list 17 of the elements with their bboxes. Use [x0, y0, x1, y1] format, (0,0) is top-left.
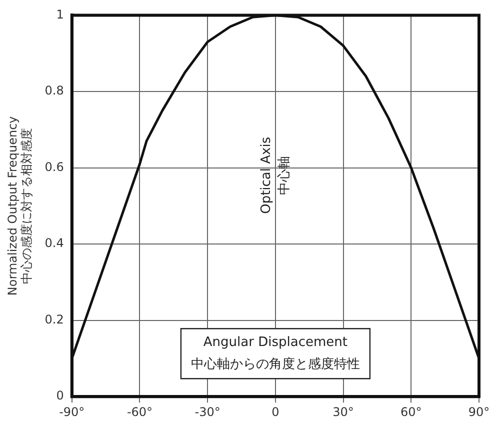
y-tick-label: 0.2	[44, 312, 64, 326]
x-tick-label: -30°	[194, 404, 220, 419]
x-tick-label: 30°	[332, 404, 354, 419]
x-tick-label: -60°	[126, 404, 153, 419]
y-axis-title: Normalized Output Frequency 中心の感度に対する相対感度	[5, 116, 34, 296]
x-tick-label: 60°	[400, 404, 422, 419]
y-tick-label: 0.4	[44, 236, 64, 250]
x-axis-title: Angular Displacement 中心軸からの角度と感度特性	[190, 334, 360, 372]
x-tick-label: -90°	[59, 404, 85, 419]
y-tick-label: 0.6	[44, 160, 64, 174]
x-tick-label: 0	[272, 404, 280, 419]
y-tick-label: 1	[56, 7, 64, 22]
annotation: 中心軸	[276, 156, 292, 195]
x-tick-label: 90°	[468, 404, 490, 419]
y-tick-label: 0.8	[44, 84, 64, 98]
y-tick-label: 0	[56, 388, 64, 403]
annotation: Optical Axis	[258, 136, 274, 214]
